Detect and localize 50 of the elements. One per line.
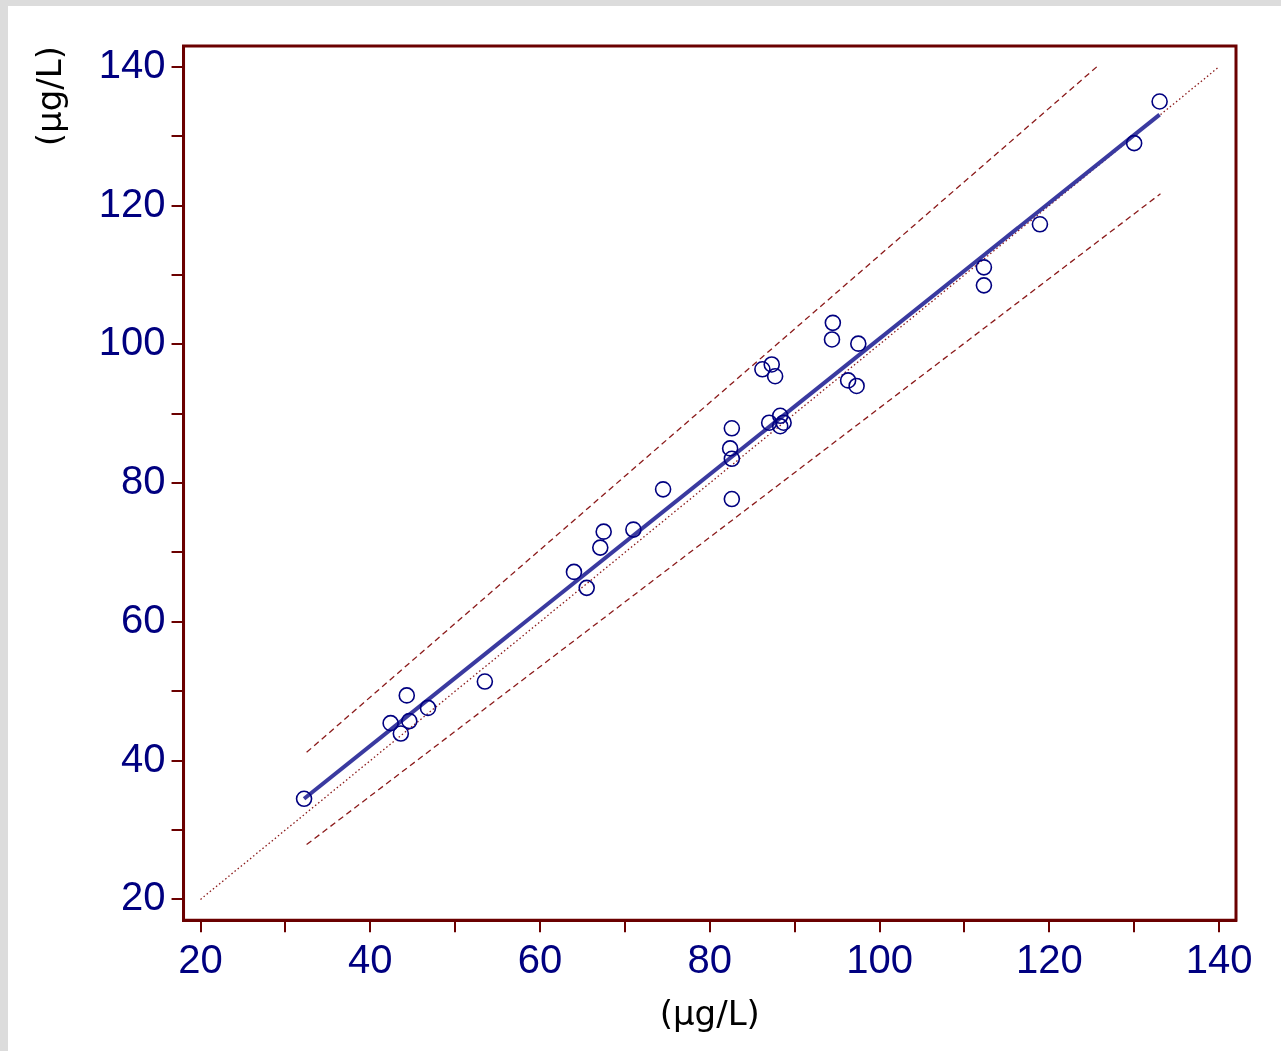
- point: [723, 490, 741, 508]
- point: [295, 790, 313, 808]
- point: [850, 335, 867, 352]
- point: [591, 539, 609, 556]
- point: [975, 277, 993, 294]
- point: [848, 377, 865, 395]
- point: [654, 481, 672, 498]
- point: [823, 331, 841, 348]
- y-tick-label: 80: [121, 458, 166, 503]
- x-tick-label: 20: [178, 937, 223, 982]
- point: [760, 414, 778, 432]
- point: [723, 419, 741, 437]
- point: [771, 417, 789, 435]
- y-tick-label: 60: [121, 596, 166, 641]
- point: [763, 356, 781, 373]
- point: [754, 361, 771, 378]
- point: [824, 314, 842, 332]
- x-tick-label: 40: [348, 937, 393, 982]
- point: [625, 521, 642, 538]
- point: [401, 712, 418, 730]
- point: [766, 367, 784, 385]
- point: [723, 450, 741, 468]
- x-tick-label: 120: [1015, 937, 1083, 982]
- y-tick-label: 100: [98, 319, 166, 364]
- point: [839, 372, 857, 389]
- y-tick-label: 20: [121, 874, 166, 919]
- x-axis-title: (μg/L): [659, 993, 760, 1034]
- point: [1031, 216, 1049, 233]
- point: [392, 725, 410, 742]
- y-tick-label: 140: [98, 41, 166, 86]
- point: [775, 414, 792, 432]
- point: [721, 440, 739, 457]
- point: [398, 687, 416, 704]
- x-tick-label: 60: [517, 937, 563, 982]
- x-tick-label: 80: [687, 937, 733, 982]
- point: [771, 407, 789, 425]
- point: [565, 563, 583, 581]
- point: [1151, 93, 1168, 110]
- y-axis-title: (μg/L): [29, 46, 70, 147]
- point: [975, 259, 993, 276]
- point: [578, 579, 595, 597]
- point: [1125, 134, 1143, 152]
- y-tick-label: 120: [98, 180, 166, 225]
- x-tick-label: 140: [1185, 937, 1253, 982]
- point: [476, 673, 494, 690]
- point: [382, 714, 399, 732]
- y-tick-label: 40: [121, 735, 166, 780]
- x-tick-label: 100: [846, 937, 913, 982]
- point: [419, 699, 437, 717]
- point: [595, 523, 612, 540]
